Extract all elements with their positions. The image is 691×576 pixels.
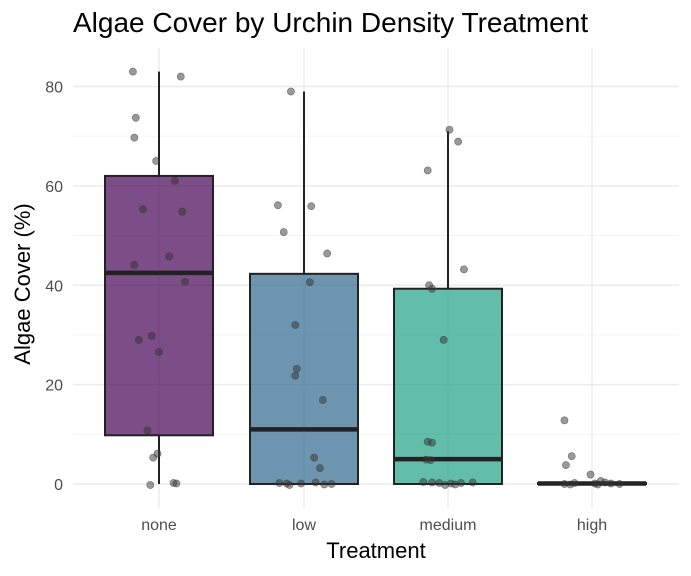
data-point-none: [178, 207, 187, 216]
data-point-medium: [451, 480, 460, 489]
data-point-high: [560, 416, 569, 425]
x-tick-label-high: high: [577, 517, 607, 534]
data-point-medium: [423, 166, 432, 175]
data-point-medium: [445, 125, 454, 134]
data-point-low: [327, 480, 336, 488]
x-tick-label-medium: medium: [420, 517, 477, 534]
data-point-low: [275, 479, 284, 487]
data-point-none: [143, 426, 152, 435]
x-tick-labels: none low medium high: [141, 517, 607, 534]
data-point-none: [149, 453, 158, 462]
data-point-low: [323, 249, 332, 258]
data-point-medium: [441, 481, 449, 489]
x-tick-label-low: low: [292, 517, 316, 534]
box-medium: [393, 131, 503, 485]
y-tick-labels: 0 20 40 60 80: [45, 80, 63, 495]
box-body-medium: [393, 287, 503, 485]
data-point-low: [305, 278, 314, 287]
data-point-none: [172, 479, 181, 488]
data-point-medium: [460, 265, 468, 274]
data-point-medium: [428, 284, 436, 293]
y-axis-title: Algae Cover (%): [10, 203, 35, 364]
data-point-none: [181, 277, 189, 286]
box-none: [104, 71, 214, 484]
data-point-none: [176, 72, 185, 81]
data-point-none: [165, 252, 174, 261]
data-point-none: [152, 157, 160, 165]
data-point-medium: [428, 438, 436, 447]
box-low: [249, 91, 359, 485]
data-point-low: [287, 87, 295, 96]
box-body-none: [104, 174, 214, 437]
data-point-high: [562, 461, 570, 470]
box-body-low: [249, 272, 359, 485]
y-tick-label: 60: [45, 179, 63, 196]
data-point-low: [297, 479, 305, 488]
data-point-low: [318, 396, 327, 404]
data-point-medium: [426, 456, 435, 465]
data-point-low: [292, 364, 301, 373]
data-point-none: [171, 177, 179, 185]
x-tick-label-none: none: [141, 517, 177, 534]
data-point-none: [146, 481, 155, 489]
data-point-none: [155, 347, 163, 356]
data-point-high: [586, 470, 595, 479]
data-point-low: [307, 202, 316, 211]
data-point-medium: [439, 336, 448, 344]
data-point-none: [131, 113, 140, 122]
boxes: [104, 71, 647, 486]
y-tick-label: 0: [54, 477, 63, 494]
x-axis-title: Treatment: [326, 538, 425, 563]
data-point-none: [134, 336, 143, 344]
data-point-low: [291, 371, 300, 380]
data-point-none: [128, 67, 137, 76]
data-point-medium: [454, 137, 463, 146]
data-point-low: [291, 321, 300, 329]
data-point-high: [615, 480, 624, 488]
y-tick-label: 40: [45, 278, 63, 295]
data-point-low: [320, 480, 329, 489]
data-point-high: [566, 480, 575, 489]
data-point-low: [311, 478, 320, 487]
data-point-high: [606, 479, 615, 488]
data-points: [128, 67, 624, 489]
data-point-none: [130, 260, 139, 269]
data-point-none: [147, 332, 156, 340]
chart-title: Algae Cover by Urchin Density Treatment: [73, 7, 588, 38]
y-tick-label: 20: [45, 378, 63, 395]
data-point-low: [273, 201, 282, 210]
data-point-medium: [419, 478, 428, 486]
data-point-low: [279, 228, 288, 236]
data-point-medium: [428, 478, 436, 487]
data-point-medium: [468, 478, 477, 487]
data-point-high: [593, 480, 602, 489]
data-point-low: [310, 453, 319, 462]
data-point-high: [567, 452, 576, 461]
data-point-none: [130, 133, 139, 142]
data-point-low: [316, 464, 324, 472]
data-point-none: [139, 205, 147, 214]
y-tick-label: 80: [45, 80, 63, 97]
data-point-low: [285, 481, 294, 489]
